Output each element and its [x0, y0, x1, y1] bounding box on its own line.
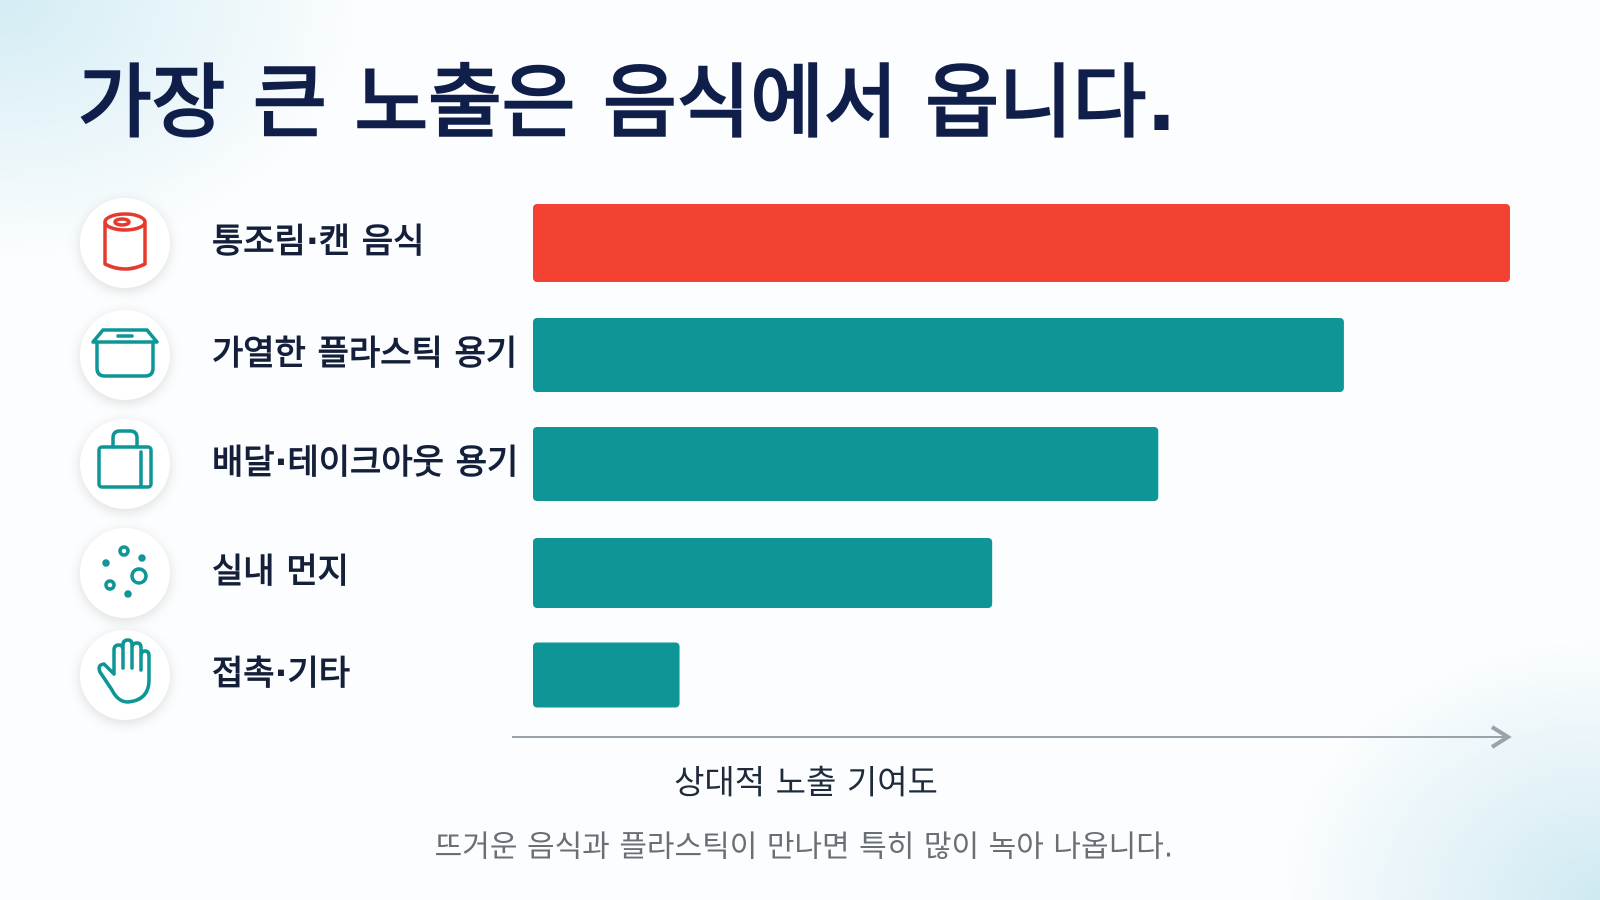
bar: [533, 642, 680, 708]
dust-icon: [80, 528, 170, 618]
hand-icon: [80, 630, 170, 720]
bag-icon: [80, 419, 170, 509]
bar: [533, 318, 1344, 392]
can-icon: [80, 198, 170, 288]
bar: [533, 204, 1510, 282]
category-label: 가열한 플라스틱 용기: [212, 334, 517, 374]
category-label: 접촉·기타: [212, 654, 350, 694]
bar: [533, 538, 993, 608]
chart-title: 가장 큰 노출은 음식에서 옵니다.: [78, 56, 1177, 149]
category-label: 통조림·캔 음식: [212, 222, 424, 262]
category-label: 실내 먼지: [212, 552, 349, 592]
footnote: 뜨거운 음식과 플라스틱이 만나면 특히 많이 녹아 나옵니다.: [435, 830, 1174, 865]
x-axis-label: 상대적 노출 기여도: [674, 763, 938, 802]
bar: [533, 427, 1159, 501]
container-icon: [80, 310, 170, 400]
icons: [80, 198, 170, 720]
category-label: 배달·테이크아웃 용기: [212, 443, 518, 483]
